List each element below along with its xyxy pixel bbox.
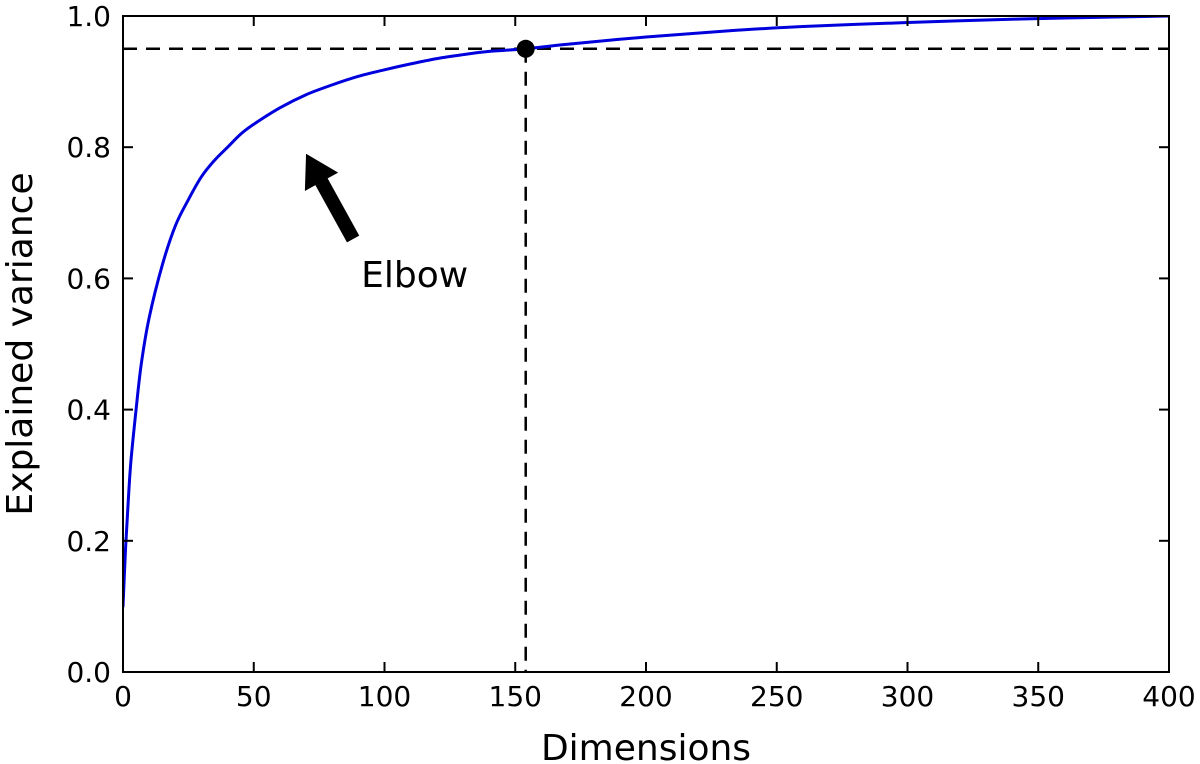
y-tick-label: 0.2	[66, 525, 111, 558]
plot-frame	[122, 15, 1170, 673]
x-axis-label: Dimensions	[541, 728, 751, 764]
series-layer	[123, 16, 1169, 608]
elbow-annotation-label: Elbow	[361, 255, 468, 296]
x-tick-label: 50	[236, 680, 272, 713]
y-tick-label: 0.8	[66, 131, 111, 164]
x-tick-label: 400	[1142, 680, 1195, 713]
x-tick-label: 200	[619, 680, 672, 713]
x-tick-label: 300	[881, 680, 934, 713]
y-tick-label: 0.4	[66, 394, 111, 427]
y-tick-label: 1.0	[66, 0, 111, 33]
y-axis-label: Explained variance	[0, 172, 41, 515]
elbow-point-marker	[516, 39, 535, 58]
reference-point-layer	[516, 39, 535, 58]
x-tick-label: 100	[358, 680, 411, 713]
x-tick-label: 250	[750, 680, 803, 713]
labels-layer: Dimensions Explained variance	[0, 172, 751, 764]
y-tick-label: 0.0	[66, 656, 111, 689]
y-tick-label: 0.6	[66, 262, 111, 295]
elbow-arrow	[304, 153, 360, 243]
x-tick-label: 350	[1012, 680, 1065, 713]
reference-lines-layer	[123, 47, 1169, 672]
x-tick-label: 0	[114, 680, 132, 713]
series-line-0	[123, 16, 1169, 608]
x-tick-label: 150	[489, 680, 542, 713]
annotation-layer: Elbow	[304, 153, 468, 296]
ticks-layer: 0 50 100 150 200 250 300 350 400 0.0 0.2 0.4 0.6 0.8 1…	[66, 0, 1195, 713]
